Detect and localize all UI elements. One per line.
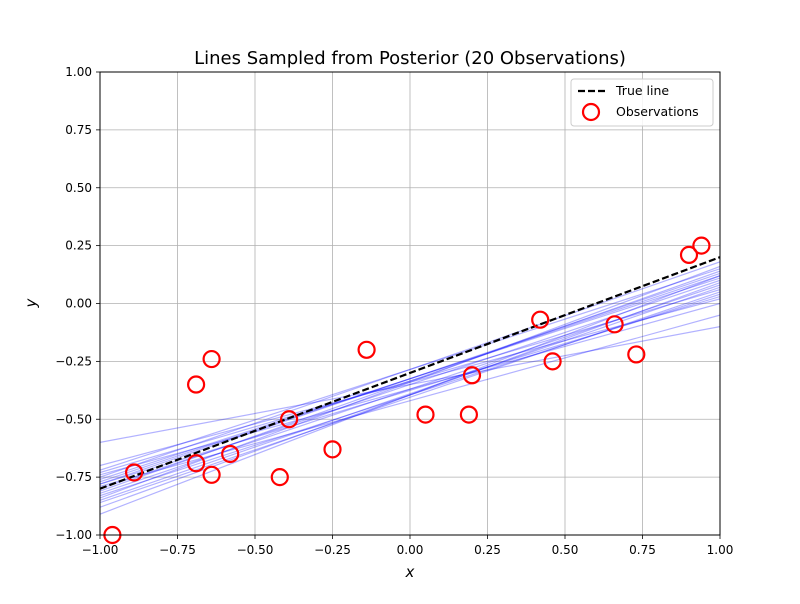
x-tick-label: 0.50 [552, 543, 579, 557]
posterior-sample-line [100, 298, 720, 467]
posterior-sample-line [100, 277, 720, 481]
observation-point [627, 345, 646, 364]
observation-point [202, 349, 221, 369]
legend-observations-swatch [581, 102, 601, 122]
x-axis-label: x [405, 563, 415, 581]
observation-point [357, 340, 376, 359]
observation-point [280, 410, 299, 429]
legend-observations-label: Observations [616, 104, 699, 119]
observations-series [103, 236, 711, 545]
y-tick-label: 0.25 [65, 239, 92, 253]
x-tick-label: −0.50 [237, 543, 274, 557]
y-tick-label: −0.25 [55, 354, 92, 368]
chart-title: Lines Sampled from Posterior (20 Observa… [194, 48, 626, 69]
posterior-sample-line [100, 261, 720, 478]
observation-point [187, 375, 206, 394]
posterior-sample-line [100, 270, 720, 492]
posterior-sample-line [100, 275, 720, 483]
observation-point [605, 315, 624, 334]
y-tick-label: −0.75 [55, 470, 92, 484]
posterior-sample-line [100, 279, 720, 490]
y-axis-label: y [22, 297, 40, 308]
x-tick-label: 0.25 [474, 543, 501, 557]
y-axis-ticks: −1.00 −0.75 −0.50 −0.25 0.00 0.25 0.50 0.75 1.00 [55, 65, 100, 542]
legend: True line Observations [570, 78, 714, 127]
observation-point [221, 444, 240, 464]
posterior-sample-line [100, 268, 720, 471]
observation-point [270, 468, 289, 487]
legend-box [570, 78, 714, 127]
x-tick-label: −1.00 [82, 543, 119, 557]
x-axis-ticks: −1.00 −0.75 −0.50 −0.25 0.00 0.25 0.50 0.75 1.00 [82, 535, 734, 557]
observation-point [125, 463, 144, 482]
observation-point [692, 236, 711, 255]
x-tick-label: 0.00 [397, 543, 424, 557]
x-tick-label: −0.25 [314, 543, 351, 557]
observation-point [202, 465, 221, 484]
y-tick-label: 1.00 [65, 65, 92, 79]
observation-point [323, 440, 342, 459]
y-tick-label: 0.50 [65, 181, 92, 195]
observation-point [679, 245, 699, 264]
y-tick-label: −0.50 [55, 412, 92, 426]
observation-point [531, 310, 550, 329]
posterior-sample-line [100, 326, 720, 443]
y-tick-label: 0.00 [65, 297, 92, 311]
observation-point [416, 405, 435, 424]
true-line-series [100, 256, 720, 490]
observation-point [543, 352, 562, 371]
observation-point [187, 454, 206, 473]
legend-true-line-label: True line [615, 83, 669, 98]
posterior-sample-line [100, 289, 720, 474]
grid [99, 71, 721, 536]
observation-point [459, 405, 478, 424]
x-tick-label: 1.00 [707, 543, 734, 557]
x-tick-label: 0.75 [629, 543, 656, 557]
observation-point [462, 366, 482, 385]
y-tick-label: −1.00 [55, 528, 92, 542]
posterior-sample-line [100, 282, 720, 508]
x-tick-label: −0.75 [159, 543, 196, 557]
posterior-sample-line [100, 295, 720, 485]
y-tick-label: 0.75 [65, 123, 92, 137]
true-line [100, 256, 720, 490]
